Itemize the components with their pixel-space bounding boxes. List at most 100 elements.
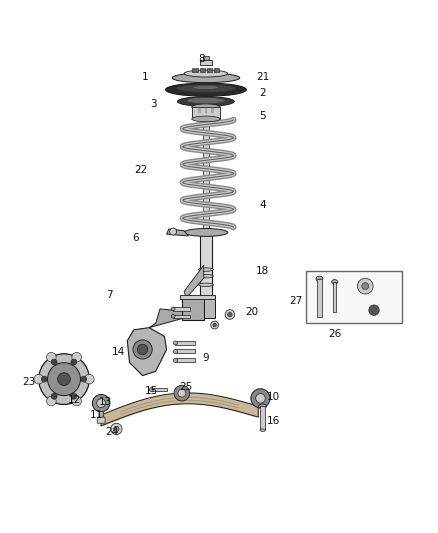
- Bar: [203, 56, 209, 60]
- Bar: [180, 295, 215, 299]
- Text: 1: 1: [141, 71, 148, 82]
- Ellipse shape: [173, 341, 177, 345]
- Polygon shape: [101, 393, 258, 426]
- Circle shape: [46, 352, 56, 362]
- Ellipse shape: [171, 314, 175, 318]
- Text: 2: 2: [259, 88, 266, 98]
- Text: 27: 27: [289, 296, 302, 306]
- Text: 9: 9: [203, 353, 209, 363]
- Text: 6: 6: [133, 233, 139, 243]
- Polygon shape: [127, 328, 166, 376]
- Text: 10: 10: [267, 392, 280, 402]
- Bar: [192, 68, 198, 72]
- Text: 7: 7: [106, 290, 113, 300]
- Text: 26: 26: [328, 329, 341, 339]
- Bar: [204, 296, 215, 318]
- Ellipse shape: [171, 307, 175, 311]
- Ellipse shape: [198, 283, 213, 287]
- Circle shape: [178, 389, 186, 397]
- Bar: [306, 271, 403, 323]
- Circle shape: [39, 354, 89, 405]
- Circle shape: [133, 340, 152, 359]
- Circle shape: [256, 393, 265, 403]
- Circle shape: [58, 373, 71, 385]
- Circle shape: [51, 359, 57, 365]
- Ellipse shape: [260, 429, 265, 432]
- Ellipse shape: [332, 280, 338, 284]
- Polygon shape: [166, 229, 188, 236]
- Ellipse shape: [173, 350, 177, 353]
- Circle shape: [369, 305, 379, 316]
- Bar: [211, 107, 214, 113]
- Bar: [192, 107, 220, 119]
- Circle shape: [251, 389, 270, 408]
- Bar: [99, 411, 103, 417]
- Bar: [261, 406, 265, 430]
- Ellipse shape: [259, 404, 267, 408]
- Ellipse shape: [184, 229, 228, 236]
- Polygon shape: [149, 309, 201, 328]
- Text: 13: 13: [99, 397, 112, 407]
- Ellipse shape: [192, 104, 220, 110]
- Text: 3: 3: [150, 99, 157, 109]
- Circle shape: [72, 396, 81, 406]
- Circle shape: [111, 423, 122, 434]
- Text: 23: 23: [22, 377, 36, 387]
- Text: 21: 21: [256, 71, 269, 82]
- Bar: [175, 350, 195, 353]
- Circle shape: [51, 393, 57, 399]
- Circle shape: [85, 374, 94, 384]
- Circle shape: [138, 344, 148, 354]
- Circle shape: [114, 426, 119, 432]
- Circle shape: [170, 228, 177, 235]
- Bar: [214, 68, 219, 72]
- Text: 15: 15: [145, 386, 158, 396]
- Text: 8: 8: [198, 54, 205, 64]
- Ellipse shape: [193, 85, 219, 90]
- Circle shape: [225, 310, 235, 319]
- Ellipse shape: [149, 387, 153, 392]
- Text: 20: 20: [245, 308, 258, 317]
- Ellipse shape: [177, 96, 234, 106]
- Circle shape: [41, 376, 47, 382]
- Text: 25: 25: [180, 382, 193, 392]
- Circle shape: [71, 359, 77, 365]
- Ellipse shape: [173, 358, 177, 362]
- Bar: [205, 107, 207, 113]
- Polygon shape: [184, 265, 204, 298]
- Ellipse shape: [198, 274, 213, 278]
- Text: 16: 16: [267, 416, 280, 426]
- Circle shape: [92, 394, 110, 412]
- Text: 22: 22: [134, 165, 147, 175]
- Bar: [200, 68, 205, 72]
- Circle shape: [362, 282, 369, 289]
- Bar: [173, 307, 190, 311]
- Bar: [182, 296, 204, 320]
- Ellipse shape: [184, 70, 228, 77]
- Text: 24: 24: [106, 427, 119, 438]
- Circle shape: [213, 323, 216, 327]
- Text: 11: 11: [90, 410, 103, 420]
- Circle shape: [81, 376, 87, 382]
- Bar: [175, 358, 195, 362]
- Text: 5: 5: [259, 111, 266, 121]
- Ellipse shape: [186, 98, 226, 104]
- Ellipse shape: [316, 276, 323, 281]
- Ellipse shape: [177, 84, 235, 92]
- Circle shape: [72, 352, 81, 362]
- Bar: [198, 107, 201, 113]
- Text: 12: 12: [68, 394, 81, 405]
- Circle shape: [48, 362, 81, 395]
- Ellipse shape: [192, 116, 220, 122]
- Circle shape: [46, 396, 56, 406]
- Text: 14: 14: [112, 346, 125, 357]
- FancyBboxPatch shape: [97, 417, 105, 423]
- Bar: [207, 68, 212, 72]
- Circle shape: [71, 393, 77, 399]
- Bar: [175, 341, 195, 345]
- Bar: [203, 103, 209, 229]
- Bar: [173, 314, 190, 318]
- Text: 18: 18: [256, 266, 269, 276]
- Bar: [200, 233, 212, 302]
- Ellipse shape: [166, 83, 246, 96]
